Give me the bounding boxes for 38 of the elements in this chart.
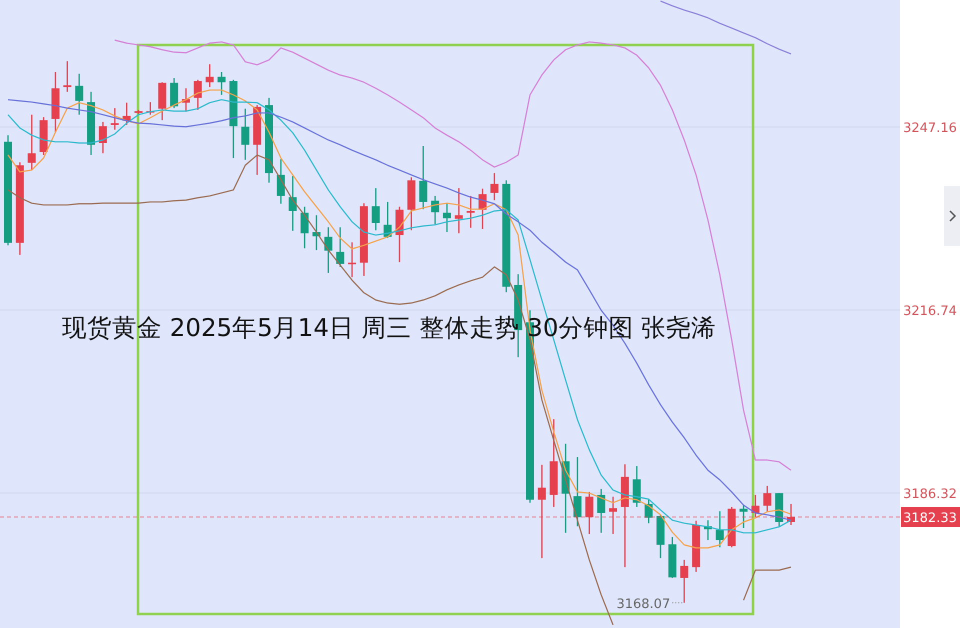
- candlestick: [194, 79, 202, 111]
- y-tick-label: 3247.16: [903, 120, 957, 136]
- candlestick: [336, 226, 344, 268]
- candlestick: [585, 491, 594, 535]
- candlestick: [597, 488, 606, 534]
- candlestick: [680, 559, 688, 604]
- candlestick: [63, 60, 72, 93]
- candlestick: [454, 187, 463, 234]
- candlestick: [75, 73, 84, 116]
- candlestick: [300, 206, 309, 249]
- candlestick: [218, 71, 226, 96]
- candlestick: [276, 158, 285, 204]
- candlestick: [348, 242, 356, 278]
- annotation: 3168.07: [616, 596, 670, 612]
- candlestick: [538, 464, 546, 559]
- candlestick: [763, 485, 772, 512]
- candlestick: [466, 195, 475, 228]
- candlestick: [419, 145, 428, 210]
- line-series: [660, 0, 792, 55]
- candlestick: [206, 64, 214, 88]
- candlestick: [716, 510, 724, 548]
- candlestick: [372, 187, 380, 231]
- candlestick: [98, 121, 107, 154]
- candlestick: [644, 499, 653, 524]
- candlestick: [110, 107, 119, 130]
- candlestick: [573, 456, 582, 527]
- candlestick: [170, 77, 178, 109]
- candlestick: [28, 114, 36, 171]
- y-tick-label: 3186.32: [903, 487, 957, 502]
- candlestick: [288, 175, 297, 232]
- candlestick: [490, 172, 498, 201]
- candlestick: [241, 108, 250, 160]
- ref-line-label: 3182.33: [903, 511, 957, 526]
- line-series: [114, 40, 792, 471]
- y-tick-label: 3216.74: [903, 304, 957, 319]
- candlestick: [740, 504, 748, 529]
- candlestick: [442, 202, 451, 233]
- candlestick: [609, 496, 618, 535]
